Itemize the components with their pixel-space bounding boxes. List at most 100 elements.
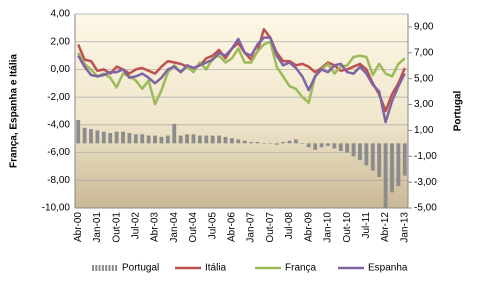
- bar: [255, 142, 260, 144]
- x-tick-label: Jul-02: [130, 212, 141, 240]
- y2-tick-label: 1,00: [414, 125, 434, 136]
- y2-tick-label: -5,00: [414, 203, 437, 214]
- bar: [108, 132, 113, 144]
- bar: [172, 123, 177, 144]
- x-tick-label: Abr-00: [73, 212, 84, 242]
- y-axis-title: França, Espanha e Itália: [9, 54, 20, 168]
- x-tick-label: Jul-11: [361, 212, 372, 239]
- y2-tick-label: 9,00: [414, 22, 434, 33]
- bar: [313, 143, 318, 150]
- legend-swatch: [115, 265, 118, 271]
- legend-label: Itália: [205, 263, 227, 274]
- bar: [159, 136, 164, 144]
- x-tick-label: Jan-07: [246, 212, 257, 243]
- legend-label: França: [285, 263, 317, 274]
- bar: [370, 143, 375, 171]
- x-tick-label: Abr-03: [150, 212, 161, 242]
- bar: [351, 143, 356, 157]
- bar: [358, 143, 362, 161]
- bar: [153, 135, 157, 144]
- y2-tick-label: 5,00: [414, 73, 434, 84]
- bar: [377, 143, 382, 177]
- bar: [204, 135, 209, 144]
- bar: [390, 143, 394, 193]
- bar: [76, 120, 81, 144]
- bar: [364, 143, 369, 166]
- bar: [229, 138, 234, 144]
- y2-tick-label: -3,00: [414, 177, 437, 188]
- x-tick-label: Abr-12: [380, 212, 391, 242]
- bar: [249, 142, 254, 144]
- bar: [300, 143, 305, 144]
- bar: [396, 143, 401, 187]
- bar: [185, 134, 189, 144]
- y2-tick-label: 3,00: [414, 99, 434, 110]
- bar: [121, 131, 125, 144]
- x-tick-label: Abr-09: [303, 212, 314, 242]
- bar: [338, 143, 343, 152]
- x-tick-label: Out-01: [111, 212, 122, 243]
- legend-label: Espanha: [368, 263, 408, 274]
- legend-swatch: [111, 265, 114, 271]
- legend-swatch: [98, 265, 101, 271]
- x-tick-label: Jul-05: [207, 212, 218, 240]
- line: [77, 40, 406, 106]
- bar: [287, 140, 292, 144]
- bar: [332, 143, 337, 149]
- y-tick-label: 0,00: [51, 64, 71, 75]
- bar: [146, 135, 151, 144]
- y-tick-label: -10,00: [42, 203, 71, 214]
- legend-swatch: [101, 265, 104, 271]
- legend-label: Portugal: [122, 263, 159, 274]
- bar: [268, 143, 273, 144]
- bar: [326, 143, 330, 146]
- bar: [178, 135, 183, 144]
- bar: [89, 129, 93, 144]
- y2-tick-label: -1,00: [414, 151, 437, 162]
- x-tick-label: Jan-10: [323, 212, 334, 243]
- x-tick-label: Out-07: [265, 212, 276, 243]
- bar: [197, 135, 202, 144]
- y-tick-label: -6,00: [47, 147, 70, 158]
- y2-tick-label: 7,00: [414, 47, 434, 58]
- legend-swatch: [105, 265, 108, 271]
- bar: [95, 130, 100, 144]
- bar: [402, 143, 407, 176]
- bar: [236, 139, 241, 144]
- y-tick-label: 4,00: [51, 9, 71, 20]
- bar: [165, 135, 170, 144]
- line: [77, 36, 406, 124]
- y-tick-label: -2,00: [47, 92, 70, 103]
- bar: [242, 140, 247, 144]
- bar: [191, 134, 196, 144]
- y-tick-label: 2,00: [51, 36, 71, 47]
- bar: [140, 134, 145, 144]
- bar: [127, 132, 132, 144]
- bar: [261, 143, 266, 144]
- legend-swatch: [108, 265, 111, 271]
- x-tick-label: Jan-13: [399, 212, 410, 243]
- legend-swatch: [92, 265, 94, 271]
- bar: [101, 131, 106, 144]
- x-tick-label: Jan-04: [169, 212, 180, 243]
- x-tick-label: Jan-01: [92, 212, 103, 243]
- y-tick-label: -8,00: [47, 175, 70, 186]
- bar: [345, 143, 350, 153]
- x-tick-label: Jul-08: [284, 212, 295, 240]
- bar: [82, 127, 87, 144]
- bar: [383, 143, 388, 208]
- bar: [319, 143, 324, 148]
- x-tick-label: Out-04: [188, 212, 199, 243]
- legend-swatch: [95, 265, 98, 271]
- y2-axis-title: Portugal: [453, 91, 464, 132]
- bar: [114, 131, 119, 144]
- bar: [306, 143, 311, 148]
- x-tick-label: Abr-06: [227, 212, 238, 242]
- bar: [294, 139, 298, 144]
- x-tick-label: Out-10: [342, 212, 353, 243]
- bar: [210, 135, 215, 144]
- bar: [281, 142, 286, 144]
- bar: [223, 136, 228, 144]
- y-tick-label: -4,00: [47, 119, 70, 130]
